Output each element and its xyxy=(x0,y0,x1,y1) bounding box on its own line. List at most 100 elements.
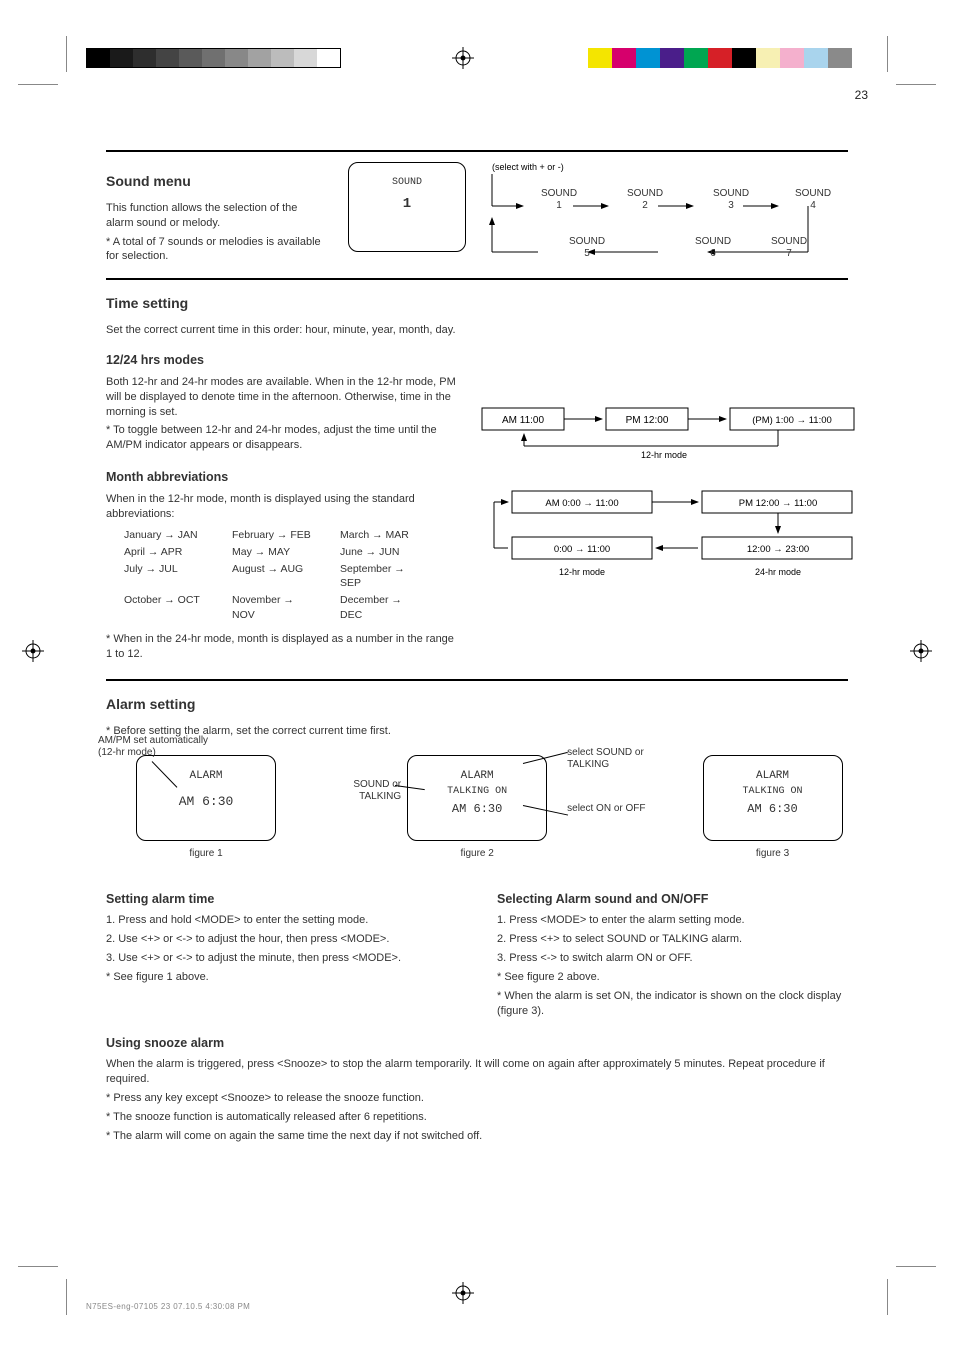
month-cell: December → DEC xyxy=(340,593,424,621)
paragraph-group: When the alarm is triggered, press <Snoo… xyxy=(106,1057,848,1143)
cycle-node: SOUND 5 xyxy=(552,236,622,259)
hr-cycle-diagram-2: AM 0:00 → 11:00 PM 12:00 → 11:00 0:00 → … xyxy=(478,485,858,585)
cycle-node: SOUND 1 xyxy=(524,188,594,211)
svg-text:(PM) 1:00 → 11:00: (PM) 1:00 → 11:00 xyxy=(752,415,832,426)
section-title: Sound menu xyxy=(106,172,326,191)
step: 1. Press and hold <MODE> to enter the se… xyxy=(106,913,457,928)
lcd-line: 1 xyxy=(349,196,465,214)
cycle-node: SOUND 2 xyxy=(610,188,680,211)
month-abbrev-table: January → JAN February → FEB March → MAR Ap… xyxy=(124,528,424,622)
registration-mark-icon xyxy=(452,47,474,69)
lcd-line: TALKING ON xyxy=(408,786,546,799)
figure-label: figure 2 xyxy=(407,847,547,861)
body-text: This function allows the selection of th… xyxy=(106,201,326,231)
svg-text:12:00 → 23:00: 12:00 → 23:00 xyxy=(747,544,809,555)
lcd-line: AM 6:30 xyxy=(704,802,842,817)
cycle-node: SOUND 7 xyxy=(754,236,824,259)
subheading: Selecting Alarm sound and ON/OFF xyxy=(497,891,848,908)
diagram-note: (select with + or -) xyxy=(492,162,564,172)
step: 2. Press <+> to select SOUND or TALKING … xyxy=(497,932,848,947)
subheading: 12/24 hrs modes xyxy=(106,352,456,369)
cycle-node: SOUND 4 xyxy=(778,188,848,211)
month-cell: September → SEP xyxy=(340,562,424,590)
svg-text:AM 11:00: AM 11:00 xyxy=(502,415,544,426)
ordered-steps: 1. Press <MODE> to enter the alarm setti… xyxy=(497,913,848,1018)
figure-1: ALARM AM 6:30 AM/PM set automatically (1… xyxy=(106,755,277,861)
step: 2. Use <+> or <-> to adjust the hour, th… xyxy=(106,932,457,947)
body-text: * Press any key except <Snooze> to relea… xyxy=(106,1091,848,1106)
step: * See figure 1 above. xyxy=(106,970,457,985)
month-cell: November → NOV xyxy=(232,593,316,621)
month-cell: March → MAR xyxy=(340,528,424,542)
subheading: Month abbreviations xyxy=(106,469,456,486)
month-cell: June → JUN xyxy=(340,545,424,559)
page-number: 23 xyxy=(855,88,868,102)
registration-mark-icon xyxy=(910,640,932,662)
crop-mark xyxy=(18,84,58,85)
body-text: * The alarm will come on again the same … xyxy=(106,1129,848,1144)
ordered-steps: 1. Press and hold <MODE> to enter the se… xyxy=(106,913,457,984)
cycle-node: SOUND 3 xyxy=(696,188,766,211)
lcd-screen: SOUND 1 xyxy=(348,162,466,252)
subheading: Using snooze alarm xyxy=(106,1035,848,1052)
crop-mark xyxy=(896,84,936,85)
body-text: * The snooze function is automatically r… xyxy=(106,1110,848,1125)
svg-text:12-hr mode: 12-hr mode xyxy=(559,567,605,577)
month-cell: April → APR xyxy=(124,545,208,559)
registration-mark-icon xyxy=(452,1282,474,1304)
step: * When the alarm is set ON, the indicato… xyxy=(497,989,848,1019)
svg-text:0:00 → 11:00: 0:00 → 11:00 xyxy=(554,544,610,555)
crop-mark xyxy=(18,1266,58,1267)
step: 3. Use <+> or <-> to adjust the minute, … xyxy=(106,951,457,966)
annotation: select ON or OFF xyxy=(567,803,667,815)
month-cell: October → OCT xyxy=(124,593,208,621)
body-text: * A total of 7 sounds or melodies is ava… xyxy=(106,235,326,265)
figure-label: figure 3 xyxy=(703,847,843,861)
lcd-line: SOUND xyxy=(349,177,465,190)
crop-mark xyxy=(66,1279,67,1315)
svg-text:PM 12:00: PM 12:00 xyxy=(626,415,669,426)
step: * See figure 2 above. xyxy=(497,970,848,985)
figure-3: ALARM TALKING ON AM 6:30 figure 3 xyxy=(703,755,848,861)
figure-label: figure 1 xyxy=(136,847,276,861)
step: 3. Press <-> to switch alarm ON or OFF. xyxy=(497,951,848,966)
body-text: Set the correct current time in this ord… xyxy=(106,323,848,338)
cycle-node: SOUND 6 xyxy=(678,236,748,259)
section-divider xyxy=(106,150,848,152)
lcd-line: TALKING ON xyxy=(704,786,842,799)
crop-mark xyxy=(896,1266,936,1267)
month-cell: February → FEB xyxy=(232,528,316,542)
crop-mark xyxy=(887,1279,888,1315)
svg-text:24-hr mode: 24-hr mode xyxy=(755,567,801,577)
month-cell: August → AUG xyxy=(232,562,316,590)
annotation: AM/PM set automatically (12-hr mode) xyxy=(98,735,218,759)
lcd-line: AM 6:30 xyxy=(137,794,275,810)
section-divider xyxy=(106,679,848,681)
crop-mark xyxy=(887,36,888,72)
body-text: When the alarm is triggered, press <Snoo… xyxy=(106,1057,848,1087)
body-text: * To toggle between 12-hr and 24-hr mode… xyxy=(106,423,456,453)
step: 1. Press <MODE> to enter the alarm setti… xyxy=(497,913,848,928)
annotation: select SOUND or TALKING xyxy=(567,747,667,771)
body-text: When in the 12-hr mode, month is display… xyxy=(106,492,456,522)
footer-imprint: N75ES-eng-07105 23 07.10.5 4:30:08 PM xyxy=(86,1302,250,1311)
month-cell: July → JUL xyxy=(124,562,208,590)
crop-mark xyxy=(66,36,67,72)
subheading: Setting alarm time xyxy=(106,891,457,908)
section-divider xyxy=(106,278,848,280)
lcd-line: ALARM xyxy=(137,770,275,784)
lcd-line: ALARM xyxy=(408,770,546,784)
greyscale-calibration-bar xyxy=(86,48,341,68)
color-calibration-bar xyxy=(588,48,852,68)
hr-cycle-diagram-1: AM 11:00 PM 12:00 (PM) 1:00 → 11:00 12-h… xyxy=(478,402,858,462)
figure-2: ALARM TALKING ON AM 6:30 select SOUND or… xyxy=(387,755,592,861)
section-title: Alarm setting xyxy=(106,695,848,714)
svg-text:12-hr mode: 12-hr mode xyxy=(641,450,687,460)
svg-text:AM 0:00 → 11:00: AM 0:00 → 11:00 xyxy=(545,498,618,509)
month-cell: January → JAN xyxy=(124,528,208,542)
lcd-line: ALARM xyxy=(704,770,842,784)
svg-text:PM 12:00 → 11:00: PM 12:00 → 11:00 xyxy=(739,498,818,509)
month-cell: May → MAY xyxy=(232,545,316,559)
body-text: Both 12-hr and 24-hr modes are available… xyxy=(106,375,456,420)
body-text: * When in the 24-hr mode, month is displ… xyxy=(106,632,456,662)
